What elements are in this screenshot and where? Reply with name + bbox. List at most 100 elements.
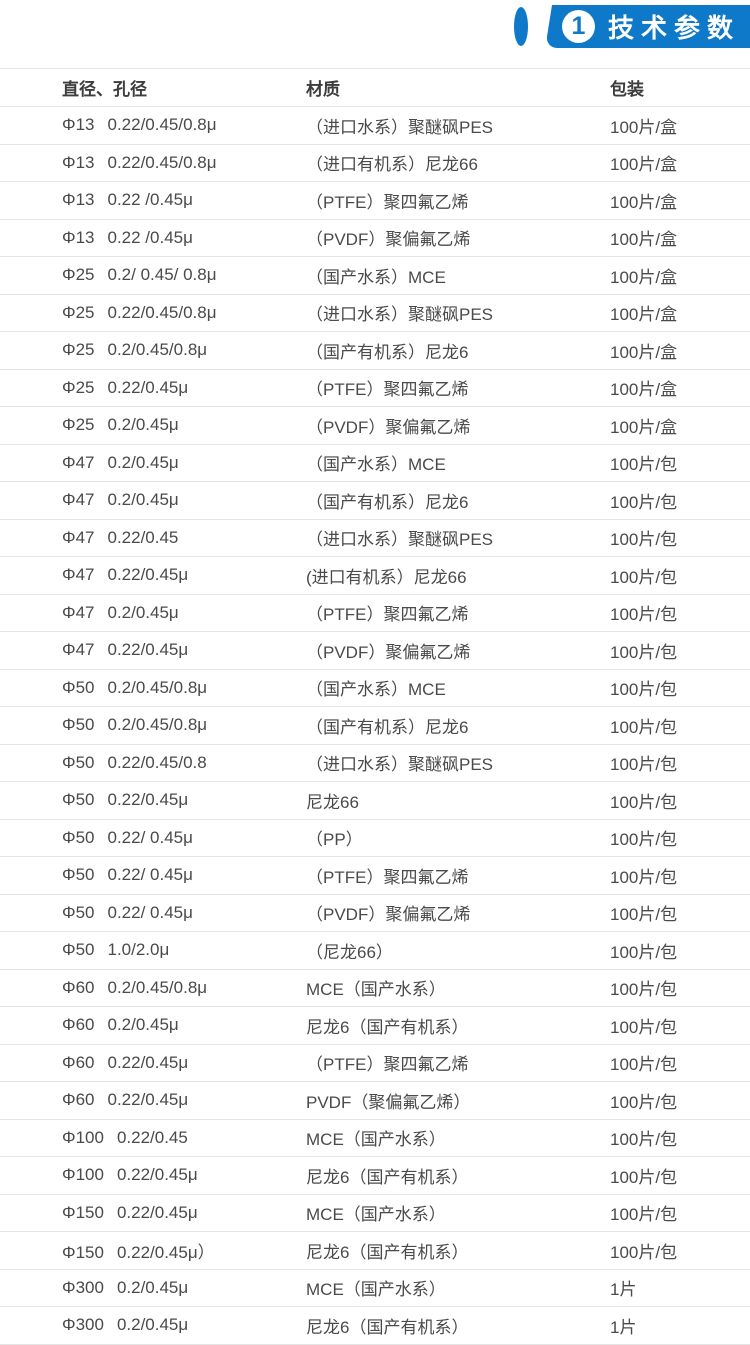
cell-size: Φ13 0.22/0.45/0.8μ [0, 106, 306, 144]
cell-package: 100片/包 [610, 1193, 750, 1232]
cell-material: (进口有机系）尼龙66 [306, 556, 610, 594]
cell-material: 尼龙6（国产有机系） [306, 1006, 610, 1044]
cell-diameter: Φ25 [62, 415, 95, 435]
cell-size: Φ150 0.22/0.45μ） [0, 1231, 306, 1269]
cell-pore-size: 0.2/0.45/0.8μ [107, 340, 208, 360]
cell-pore-size: 0.22 /0.45μ [107, 227, 193, 247]
cell-pore-size: 0.22/ 0.45μ [107, 865, 193, 885]
cell-package: 100片/盒 [610, 181, 750, 219]
cell-size: Φ47 0.22/0.45μ [0, 631, 306, 669]
cell-size: Φ60 0.22/0.45μ [0, 1081, 306, 1119]
cell-material: （尼龙66） [306, 931, 610, 969]
cell-package: 100片/盒 [610, 256, 750, 294]
cell-pore-size: 0.22/0.45/0.8μ [107, 115, 217, 135]
cell-diameter: Φ100 [62, 1127, 104, 1147]
table-row: Φ300 0.2/0.45μ 尼龙6（国产有机系） 1片 [0, 1306, 750, 1345]
cell-material: MCE（国产水系） [306, 1193, 610, 1232]
cell-package: 100片/包 [610, 743, 750, 782]
cell-size: Φ60 0.2/0.45μ [0, 1006, 306, 1044]
table-row: Φ60 0.2/0.45μ 尼龙6（国产有机系） 100片/包 [0, 1006, 750, 1044]
cell-diameter: Φ25 [62, 265, 95, 285]
cell-size: Φ50 0.22/0.45/0.8 [0, 743, 306, 782]
cell-diameter: Φ60 [62, 1090, 95, 1110]
cell-pore-size: 0.22/0.45/0.8μ [107, 302, 217, 322]
cell-diameter: Φ47 [62, 527, 95, 547]
cell-package: 100片/包 [610, 1118, 750, 1157]
cell-package: 100片/包 [610, 706, 750, 744]
cell-material: 尼龙66 [306, 781, 610, 819]
table-row: Φ13 0.22 /0.45μ （PTFE）聚四氟乙烯 100片/盒 [0, 181, 750, 219]
cell-material: 尼龙6（国产有机系） [306, 1156, 610, 1194]
cell-package: 100片/包 [610, 893, 750, 932]
cell-size: Φ47 0.22/0.45μ [0, 556, 306, 594]
cell-pore-size: 0.22/0.45/0.8μ [107, 152, 217, 172]
cell-material: （国产水系）MCE [306, 668, 610, 707]
cell-size: Φ25 0.2/0.45μ [0, 406, 306, 444]
cell-diameter: Φ50 [62, 715, 95, 735]
cell-material: （PTFE）聚四氟乙烯 [306, 593, 610, 632]
cell-material: （PVDF）聚偏氟乙烯 [306, 218, 610, 257]
cell-size: Φ50 0.2/0.45/0.8μ [0, 668, 306, 707]
cell-diameter: Φ47 [62, 490, 95, 510]
cell-size: Φ13 0.22/0.45/0.8μ [0, 143, 306, 182]
cell-diameter: Φ60 [62, 977, 95, 997]
table-row: Φ150 0.22/0.45μ） 尼龙6（国产有机系） 100片/包 [0, 1231, 750, 1269]
cell-diameter: Φ300 [62, 1277, 104, 1297]
cell-size: Φ50 0.22/ 0.45μ [0, 856, 306, 894]
cell-package: 100片/包 [610, 931, 750, 969]
cell-pore-size: 0.22/0.45μ [107, 565, 189, 585]
cell-material: （进口水系）聚醚砜PES [306, 293, 610, 332]
cell-package: 100片/包 [610, 593, 750, 632]
ribbon-tail-shape [514, 7, 528, 46]
cell-material: （国产水系）MCE [306, 443, 610, 482]
cell-material: （进口水系）聚醚砜PES [306, 518, 610, 557]
cell-diameter: Φ47 [62, 602, 95, 622]
cell-pore-size: 0.2/0.45μ [107, 602, 179, 622]
cell-diameter: Φ50 [62, 752, 95, 772]
cell-package: 100片/盒 [610, 331, 750, 369]
table-row: Φ60 0.22/0.45μ PVDF（聚偏氟乙烯） 100片/包 [0, 1081, 750, 1119]
cell-pore-size: 0.22/0.45μ [107, 790, 189, 810]
table-row: Φ25 0.22/0.45/0.8μ （进口水系）聚醚砜PES 100片/盒 [0, 293, 750, 332]
cell-diameter: Φ50 [62, 902, 95, 922]
cell-size: Φ300 0.2/0.45μ [0, 1268, 306, 1307]
cell-pore-size: 0.22/0.45/0.8 [107, 752, 207, 772]
cell-size: Φ150 0.22/0.45μ [0, 1193, 306, 1232]
cell-pore-size: 0.22 /0.45μ [107, 190, 193, 210]
cell-material: 尼龙6（国产有机系） [306, 1231, 610, 1269]
cell-size: Φ50 0.22/ 0.45μ [0, 893, 306, 932]
cell-material: （进口水系）聚醚砜PES [306, 106, 610, 144]
cell-diameter: Φ60 [62, 1052, 95, 1072]
cell-diameter: Φ13 [62, 152, 95, 172]
cell-package: 1片 [610, 1268, 750, 1307]
table-row: Φ25 0.2/0.45μ （PVDF）聚偏氟乙烯 100片/盒 [0, 406, 750, 444]
table-row: Φ50 1.0/2.0μ （尼龙66） 100片/包 [0, 931, 750, 969]
cell-pore-size: 1.0/2.0μ [107, 940, 170, 960]
column-header-package: 包装 [610, 68, 750, 107]
cell-material: 尼龙6（国产有机系） [306, 1306, 610, 1345]
cell-pore-size: 0.22/0.45μ [107, 1090, 189, 1110]
cell-size: Φ300 0.2/0.45μ [0, 1306, 306, 1345]
cell-diameter: Φ47 [62, 452, 95, 472]
cell-material: PVDF（聚偏氟乙烯） [306, 1081, 610, 1119]
cell-package: 100片/包 [610, 1231, 750, 1269]
cell-size: Φ50 1.0/2.0μ [0, 931, 306, 969]
cell-pore-size: 0.2/0.45μ [107, 490, 179, 510]
cell-pore-size: 0.2/0.45μ [116, 1315, 189, 1335]
table-row: Φ47 0.22/0.45μ （PVDF）聚偏氟乙烯 100片/包 [0, 631, 750, 669]
cell-diameter: Φ13 [62, 115, 95, 135]
cell-material: （PTFE）聚四氟乙烯 [306, 368, 610, 407]
cell-pore-size: 0.22/0.45μ [107, 640, 189, 660]
cell-size: Φ13 0.22 /0.45μ [0, 181, 306, 219]
cell-package: 100片/包 [610, 481, 750, 519]
cell-package: 100片/包 [610, 1006, 750, 1044]
cell-diameter: Φ150 [62, 1202, 104, 1222]
cell-pore-size: 0.22/0.45 [116, 1127, 188, 1147]
cell-size: Φ100 0.22/0.45 [0, 1118, 306, 1157]
cell-pore-size: 0.2/0.45μ [116, 1277, 189, 1297]
cell-pore-size: 0.2/0.45/0.8μ [107, 715, 208, 735]
cell-material: （PVDF）聚偏氟乙烯 [306, 893, 610, 932]
cell-material: （PP） [306, 818, 610, 857]
table-row: Φ100 0.22/0.45 MCE（国产水系） 100片/包 [0, 1118, 750, 1157]
cell-material: （进口有机系）尼龙66 [306, 143, 610, 182]
